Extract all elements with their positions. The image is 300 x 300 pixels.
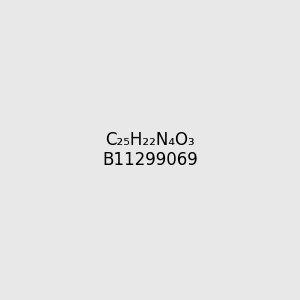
Text: C₂₅H₂₂N₄O₃
B11299069: C₂₅H₂₂N₄O₃ B11299069 [102,130,198,170]
